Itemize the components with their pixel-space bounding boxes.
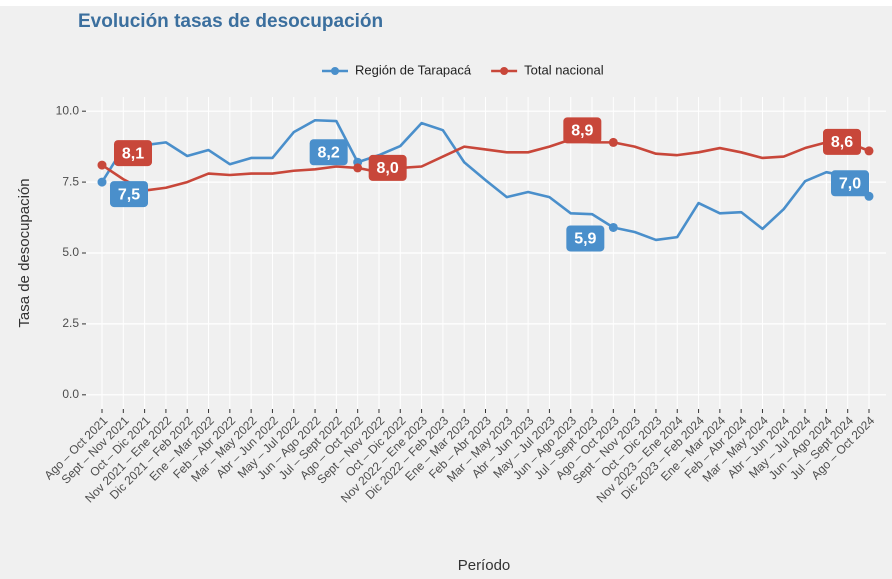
data-label: 8,9 — [563, 117, 602, 144]
point — [97, 177, 107, 187]
point — [608, 137, 618, 147]
y-tick-label: 5.0 — [62, 245, 79, 259]
data-label: 8,6 — [823, 128, 861, 155]
y-tick-label: 0.0 — [62, 387, 79, 401]
y-axis-label: Tasa de desocupación — [16, 178, 33, 327]
point — [608, 222, 618, 232]
point — [864, 146, 874, 156]
data-label: 5,9 — [566, 225, 605, 252]
legend-label: Total nacional — [524, 62, 604, 77]
point — [97, 160, 107, 170]
data-label-text: 8,6 — [831, 134, 853, 151]
data-label-box — [110, 181, 148, 208]
point — [353, 163, 363, 173]
legend-label: Región de Tarapacá — [355, 62, 472, 77]
data-label: 8,1 — [114, 140, 152, 167]
data-label-box — [823, 128, 861, 155]
top-strip — [0, 0, 892, 6]
data-label-box — [114, 140, 152, 167]
data-label-box — [563, 117, 602, 144]
data-label-box — [831, 170, 869, 197]
data-label-text: 8,1 — [122, 145, 144, 162]
line — [101, 138, 870, 192]
data-label-text: 8,2 — [318, 144, 340, 161]
data-label-text: 7,0 — [839, 175, 861, 192]
legend-key-point — [500, 67, 509, 75]
data-label: 8,0 — [368, 154, 407, 181]
legend-key-point — [331, 67, 339, 75]
data-label-text: 5,9 — [574, 231, 596, 248]
line — [100, 118, 870, 242]
data-label-text: 7,5 — [118, 186, 140, 203]
data-label-box — [566, 225, 605, 252]
data-label-box — [309, 139, 348, 166]
data-label: 7,5 — [110, 181, 148, 208]
y-tick-label: 10.0 — [56, 103, 80, 117]
y-tick-label: 7.5 — [62, 174, 79, 188]
y-tick-label: 2.5 — [62, 316, 79, 330]
chart-title: Evolución tasas de desocupación — [78, 11, 383, 32]
data-label-text: 8,0 — [377, 160, 399, 177]
x-axis-label: Período — [458, 557, 511, 574]
data-label-box — [368, 154, 407, 181]
data-label-text: 8,9 — [571, 123, 593, 140]
data-label: 8,2 — [309, 139, 348, 166]
data-label: 7,0 — [831, 170, 869, 197]
